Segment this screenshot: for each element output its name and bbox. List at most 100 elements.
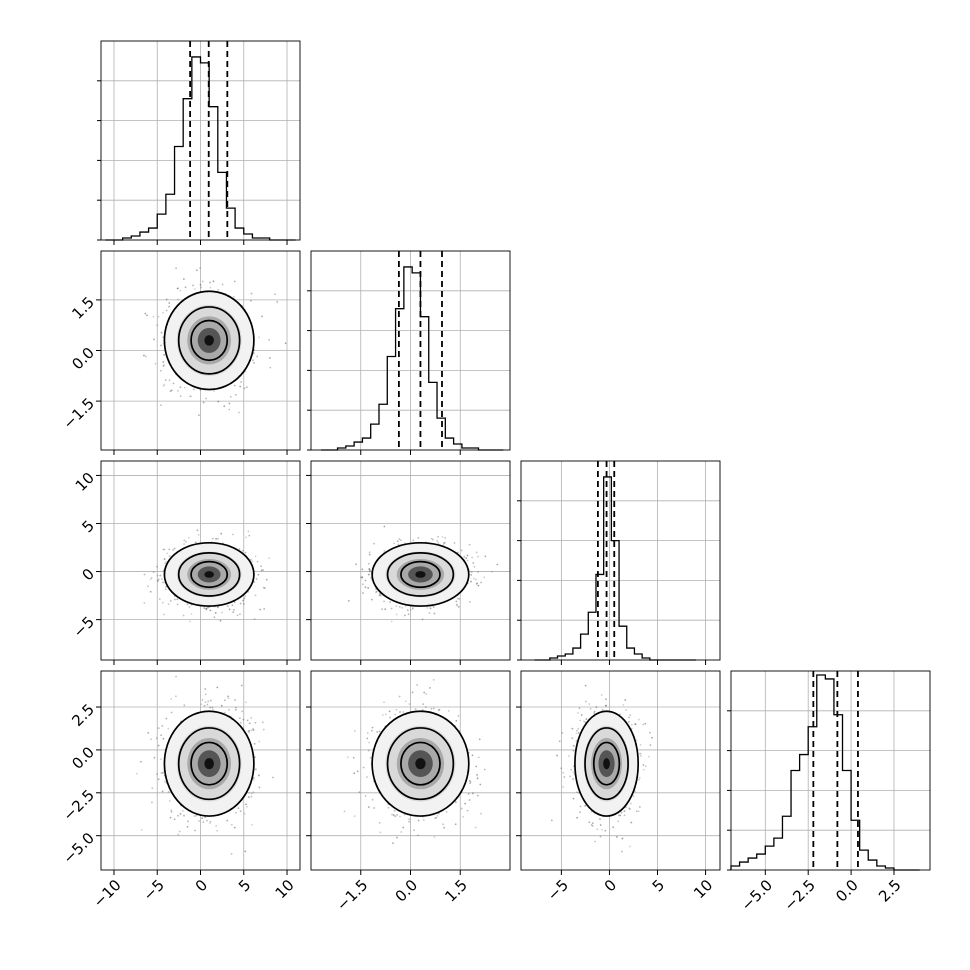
contour-level-2	[190, 560, 229, 589]
sample-point	[477, 571, 479, 574]
sample-point	[562, 786, 564, 788]
sample-point	[240, 684, 243, 687]
sample-point	[151, 801, 153, 804]
sample-point	[624, 699, 627, 701]
sample-point	[209, 609, 212, 612]
sample-point	[630, 723, 633, 726]
sample-point	[396, 814, 398, 816]
sample-point	[211, 537, 214, 540]
sample-point	[170, 698, 173, 700]
sample-point	[432, 538, 434, 541]
sample-point	[414, 708, 417, 711]
sample-point	[378, 730, 381, 733]
sample-point	[383, 550, 386, 552]
y-tick-label: 10	[72, 469, 98, 495]
contour-level-1	[584, 727, 629, 801]
sample-point	[164, 780, 166, 783]
panel-inner	[311, 671, 510, 870]
x-tick-label: 5	[649, 876, 668, 895]
sample-point	[434, 817, 436, 820]
axes-frame	[730, 670, 931, 871]
sample-point	[605, 698, 607, 701]
panel-inner	[101, 461, 300, 660]
sample-point	[154, 362, 157, 365]
sample-point	[353, 815, 356, 818]
sample-point	[398, 605, 401, 608]
sample-point	[628, 716, 630, 719]
sample-point	[456, 597, 459, 600]
sample-point	[584, 684, 587, 687]
sample-point	[389, 601, 391, 603]
sample-point	[575, 732, 578, 735]
sample-point	[181, 809, 184, 812]
sample-point	[476, 582, 478, 585]
sample-point	[621, 837, 624, 840]
sample-point	[196, 529, 199, 532]
sample-point	[366, 737, 369, 740]
sample-point	[185, 540, 187, 543]
sample-point	[381, 714, 384, 716]
sample-point	[239, 385, 242, 388]
sample-point	[162, 772, 164, 774]
sample-point	[232, 611, 235, 614]
sample-point	[370, 598, 373, 601]
sample-point	[201, 280, 204, 283]
density-fill	[603, 758, 610, 770]
sample-point	[477, 584, 480, 587]
sample-point	[422, 819, 425, 821]
sample-point	[404, 700, 407, 703]
sample-point	[371, 726, 374, 729]
x-tick-label: 10	[690, 876, 716, 902]
sample-point	[364, 586, 367, 589]
sample-point	[367, 749, 370, 752]
sample-point	[563, 776, 566, 778]
sample-point	[173, 547, 176, 550]
sample-point	[217, 537, 219, 540]
contour-level-0	[163, 290, 255, 391]
sample-point	[250, 716, 253, 719]
sample-point	[205, 608, 208, 611]
sample-point	[177, 814, 179, 817]
sample-point	[228, 408, 231, 411]
sample-point	[567, 755, 570, 757]
sample-point	[443, 542, 445, 544]
sample-point	[401, 607, 404, 609]
sample-point	[465, 557, 468, 560]
sample-point	[464, 802, 467, 805]
sample-point	[343, 810, 346, 813]
sample-point	[455, 600, 458, 603]
sample-point	[238, 411, 240, 414]
sample-point	[362, 766, 365, 769]
sample-point	[426, 607, 429, 609]
sample-point	[187, 820, 189, 823]
sample-point	[622, 704, 625, 706]
sample-point	[365, 776, 368, 778]
sample-point	[203, 607, 206, 610]
sample-point	[572, 771, 575, 774]
sample-point	[198, 414, 200, 417]
sample-point	[160, 734, 163, 737]
sample-point	[176, 598, 179, 601]
sample-point	[433, 836, 436, 838]
sample-point	[227, 697, 230, 700]
sample-point	[147, 585, 149, 588]
sample-point	[156, 580, 159, 582]
sample-point	[193, 288, 196, 290]
sample-point	[221, 283, 224, 286]
sample-point	[233, 384, 236, 387]
sample-point	[484, 555, 487, 558]
sample-point	[243, 387, 246, 390]
sample-point	[253, 742, 256, 745]
sample-point	[617, 814, 620, 817]
x-tick-label: 0.0	[392, 876, 422, 906]
sample-point	[163, 364, 165, 366]
sample-point	[368, 568, 371, 570]
sample-point	[480, 581, 482, 584]
sample-point	[378, 594, 381, 597]
contour-level-0	[371, 541, 470, 607]
sample-point	[156, 574, 159, 577]
sample-point	[178, 830, 181, 833]
sample-point	[480, 812, 483, 815]
x-tick-label: 0.0	[832, 876, 862, 906]
sample-point	[202, 401, 205, 404]
